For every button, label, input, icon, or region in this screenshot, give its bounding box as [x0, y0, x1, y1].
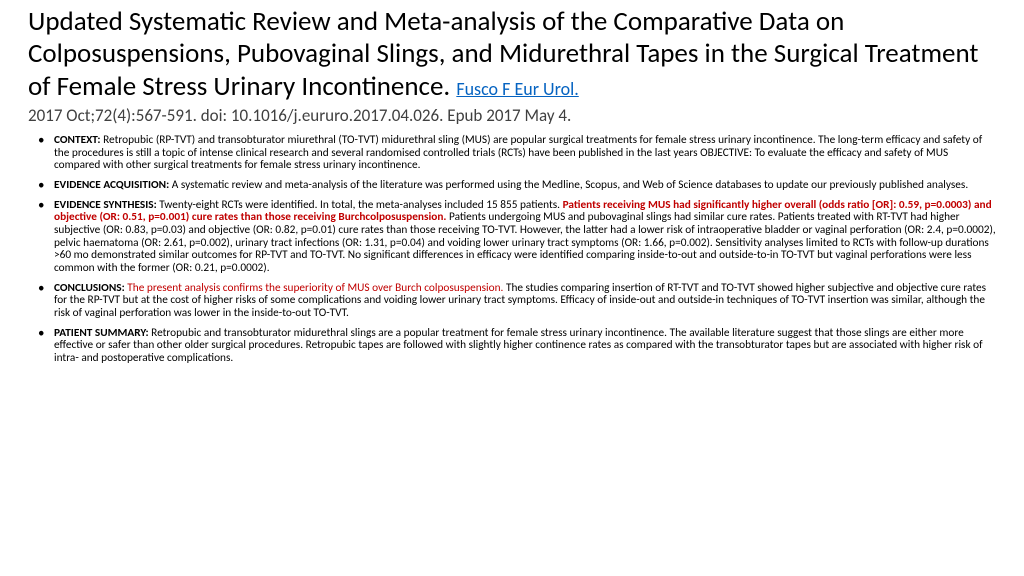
- acquisition-label: EVIDENCE ACQUISITION:: [54, 178, 169, 192]
- acquisition-body: A systematic review and meta-analysis of…: [169, 178, 968, 192]
- bullet-patient-summary: PATIENT SUMMARY: Retropubic and transobt…: [54, 327, 996, 365]
- slide-title: Updated Systematic Review and Meta-analy…: [28, 6, 996, 103]
- citation-link[interactable]: Fusco F Eur Urol.: [456, 78, 578, 100]
- patient-body: Retropubic and transobturator midurethra…: [54, 326, 983, 365]
- bullet-synthesis: EVIDENCE SYNTHESIS: Twenty-eight RCTs we…: [54, 199, 996, 275]
- bullet-acquisition: EVIDENCE ACQUISITION: A systematic revie…: [54, 179, 996, 192]
- bullet-context: CONTEXT: Retropubic (RP-TVT) and transob…: [54, 134, 996, 172]
- context-body: Retropubic (RP-TVT) and transobturator m…: [54, 133, 982, 172]
- bullet-conclusions: CONCLUSIONS: The present analysis confir…: [54, 282, 996, 320]
- citation-line: 2017 Oct;72(4):567-591. doi: 10.1016/j.e…: [28, 105, 996, 126]
- bullet-list: CONTEXT: Retropubic (RP-TVT) and transob…: [28, 134, 996, 364]
